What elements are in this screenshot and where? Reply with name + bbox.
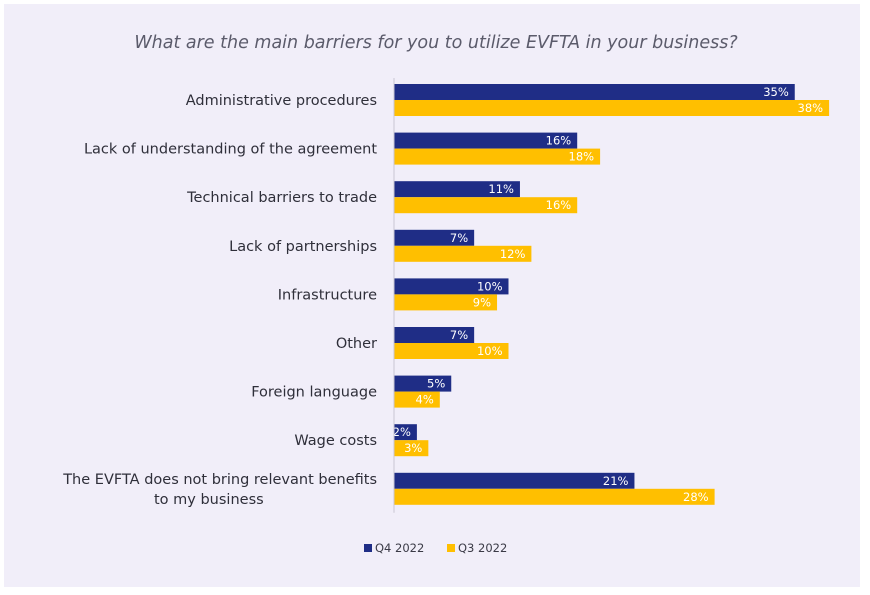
bar-q4-2022 [394,375,452,392]
bar-q4-2022 [394,327,475,343]
bar-q4-2022 [394,424,417,441]
value-labels: 35% 38% 16% 18% 11% 16% 7% 12% 10% 9% 7% 10% 5% 4% 2% 3… [393,85,824,504]
data-label: 12% [500,247,526,261]
category-label: Other [336,336,377,352]
data-label: 7% [450,231,468,245]
bar-q4-2022 [394,181,520,198]
data-label: 4% [416,393,434,407]
data-label: 7% [450,328,468,342]
bars [394,84,830,505]
bar-q3-2022 [394,343,509,359]
bar-q3-2022 [394,488,715,505]
data-label: 11% [488,182,514,196]
data-label: 16% [546,198,572,212]
legend-swatch-q3-2022 [447,544,455,552]
bar-q4-2022 [394,229,475,246]
bar-q4-2022 [394,84,795,100]
legend-label-q4-2022: Q4 2022 [375,541,424,555]
chart-title: What are the main barriers for you to ut… [134,33,737,53]
category-label: Lack of understanding of the agreement [84,142,377,158]
bar-q3-2022 [394,440,429,457]
category-label: The EVFTA does not bring relevant benefi… [62,472,377,508]
data-label: 21% [603,474,629,488]
category-label: Foreign language [251,385,377,401]
data-label: 38% [798,101,824,115]
data-label: 18% [569,150,595,164]
bar-chart: What are the main barriers for you to ut… [62,33,830,555]
bar-q4-2022 [394,132,578,149]
data-label: 10% [477,279,503,293]
category-label: Administrative procedures [186,93,377,109]
bar-q4-2022 [394,278,509,295]
data-label: 10% [477,344,503,358]
bar-q3-2022 [394,245,532,262]
category-label: Infrastructure [278,287,377,303]
bar-q3-2022 [394,391,440,408]
data-label: 5% [427,377,445,391]
data-label: 28% [683,490,709,504]
bar-q3-2022 [394,197,578,214]
category-label: Wage costs [294,433,377,449]
chart-panel: What are the main barriers for you to ut… [4,4,860,587]
data-label: 2% [393,425,411,439]
data-label: 16% [546,134,572,148]
bar-q3-2022 [394,294,498,311]
bar-q3-2022 [394,100,830,116]
legend: Q4 2022 Q3 2022 [364,541,507,555]
category-label: Lack of partnerships [229,239,377,255]
bar-q4-2022 [394,472,635,489]
category-labels: Administrative procedures Lack of underst… [62,93,377,508]
data-label: 3% [404,441,422,455]
data-label: 9% [473,295,491,309]
category-label: Technical barriers to trade [186,190,377,206]
data-label: 35% [763,85,789,99]
legend-swatch-q4-2022 [364,544,372,552]
legend-label-q3-2022: Q3 2022 [458,541,507,555]
bar-q3-2022 [394,148,601,165]
